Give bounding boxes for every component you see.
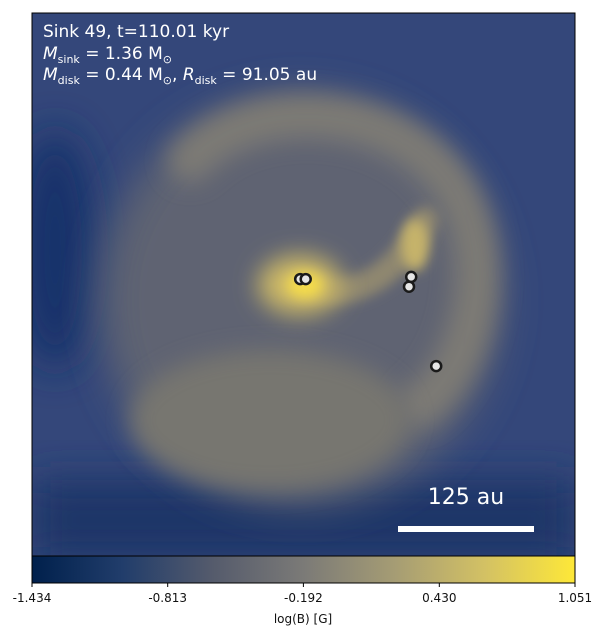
title-separator: , [172,65,183,85]
title-line-2: Msink = 1.36 M⊙ [43,44,172,66]
title-line-3: Mdisk = 0.44 M⊙, Rdisk = 91.05 au [43,65,317,87]
heatmap-lower-lobe [130,350,410,490]
colorbar-tick-label: -1.434 [13,591,52,605]
heatmap-panel [32,13,575,556]
colorbar-tick-label: 1.051 [558,591,592,605]
disk-mass-subscript: disk [58,74,81,87]
colorbar-tick-label: -0.813 [148,591,187,605]
title-line-1: Sink 49, t=110.01 kyr [43,22,229,42]
colorbar-label: log(B) [G] [274,612,332,626]
disk-mass-value: = 0.44 M [80,65,163,85]
sink-mass-subscript: sink [58,53,81,66]
colorbar-ticks: -1.434 -0.813 -0.192 0.430 1.051 [13,583,592,605]
heatmap-arm-tip-glow [401,219,429,271]
sink-particle-marker [429,359,443,373]
sink-particle-marker [404,270,418,284]
disk-radius-subscript: disk [195,74,218,87]
scale-bar-label: 125 au [428,485,504,510]
colorbar-tick-label: 0.430 [422,591,456,605]
sink-particle-marker [299,272,312,286]
disk-radius-value: = 91.05 au [217,65,317,85]
heatmap-low-field-left [32,130,95,370]
sink-mass-value: = 1.36 M [80,44,163,64]
colorbar-tick-label: -0.192 [284,591,323,605]
sun-symbol: ⊙ [163,53,172,66]
scale-bar [398,526,534,532]
sun-symbol: ⊙ [163,74,172,87]
colorbar [31,555,576,584]
sink-mass-symbol: M [43,44,58,64]
disk-radius-symbol: R [183,65,195,85]
sink-particle-marker [402,280,416,293]
disk-mass-symbol: M [43,65,58,85]
sinks-layer [293,270,443,373]
heatmap-spiral-arm-outer [168,94,500,427]
